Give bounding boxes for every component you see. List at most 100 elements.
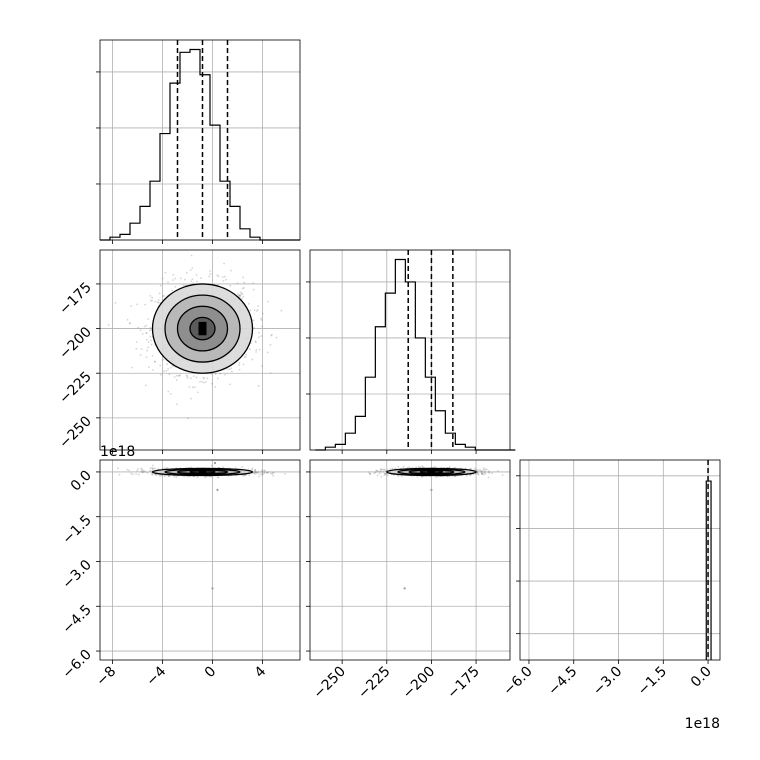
data-point xyxy=(126,468,129,471)
grid xyxy=(100,460,300,660)
data-point xyxy=(172,279,174,281)
data-point xyxy=(203,381,206,384)
data-point xyxy=(255,472,258,474)
y-tick-label: −3.0 xyxy=(59,557,94,592)
data-point xyxy=(150,343,153,346)
data-point xyxy=(253,470,256,473)
data-point xyxy=(239,294,242,297)
data-point xyxy=(144,303,147,306)
density-peak xyxy=(198,321,207,336)
data-point xyxy=(195,280,198,283)
data-point xyxy=(205,380,207,383)
data-point xyxy=(477,469,480,472)
data-point xyxy=(257,470,259,473)
data-point xyxy=(381,468,384,471)
data-point xyxy=(157,299,160,302)
data-point xyxy=(241,292,244,295)
data-point xyxy=(384,470,387,473)
data-point xyxy=(167,281,169,283)
data-point xyxy=(261,312,264,315)
data-point xyxy=(142,471,145,473)
data-point xyxy=(487,476,490,479)
data-point xyxy=(154,467,156,470)
data-point xyxy=(129,322,132,325)
data-point xyxy=(142,469,144,472)
data-point xyxy=(151,467,154,469)
data-point xyxy=(255,348,258,351)
data-point xyxy=(382,468,385,471)
x-tick-label: −200 xyxy=(400,664,439,703)
data-point xyxy=(191,386,194,389)
data-point xyxy=(265,472,268,474)
contour-line xyxy=(164,468,241,476)
data-point xyxy=(147,318,150,320)
data-point xyxy=(175,403,178,406)
data-point xyxy=(186,375,189,378)
data-point xyxy=(195,376,198,379)
data-point xyxy=(257,305,260,308)
data-point xyxy=(151,368,154,371)
data-point xyxy=(147,346,150,349)
data-point xyxy=(272,474,275,477)
histogram-bars xyxy=(100,48,300,241)
data-point xyxy=(172,273,175,276)
density-peak xyxy=(427,469,436,474)
data-point xyxy=(254,469,257,471)
data-point xyxy=(421,476,424,478)
data-point xyxy=(145,331,148,334)
data-point xyxy=(476,471,479,473)
histogram-bars xyxy=(315,258,516,451)
data-point xyxy=(149,329,151,332)
data-point xyxy=(378,470,381,473)
data-point xyxy=(483,473,486,476)
data-point xyxy=(140,467,143,470)
data-point xyxy=(254,470,257,473)
data-point xyxy=(126,318,129,321)
data-point xyxy=(192,282,195,285)
data-point xyxy=(136,470,139,472)
data-point xyxy=(481,470,483,473)
data-point xyxy=(193,386,196,389)
data-point xyxy=(391,467,394,470)
data-point xyxy=(118,473,121,476)
data-point xyxy=(209,270,211,272)
data-point xyxy=(139,354,142,356)
data-point xyxy=(389,468,392,471)
x-tick-label: −1.5 xyxy=(635,664,670,699)
data-point xyxy=(435,476,437,479)
data-point xyxy=(369,473,372,475)
data-point xyxy=(261,470,264,473)
data-point xyxy=(376,470,379,473)
data-point xyxy=(158,292,161,295)
data-point xyxy=(368,471,370,474)
xm-frame xyxy=(99,39,301,241)
histogram-bars xyxy=(705,480,712,660)
data-point xyxy=(222,279,225,282)
data-point xyxy=(151,468,154,471)
y-tick-label: −225 xyxy=(56,369,95,408)
data-point xyxy=(251,467,254,470)
data-point xyxy=(135,341,138,343)
data-point xyxy=(149,326,152,329)
data-point xyxy=(187,417,190,420)
data-point xyxy=(128,322,131,325)
data-point xyxy=(397,465,400,468)
data-point xyxy=(166,467,169,469)
data-point xyxy=(149,469,151,472)
data-point xyxy=(434,466,437,468)
data-point xyxy=(141,333,144,335)
data-point xyxy=(163,370,165,373)
data-point xyxy=(216,476,219,479)
data-point xyxy=(248,348,251,351)
data-point xyxy=(253,471,256,473)
data-point xyxy=(383,473,386,475)
data-point xyxy=(383,474,386,476)
y-tick-label: −6.0 xyxy=(59,647,94,682)
data-point xyxy=(153,360,156,363)
data-point xyxy=(155,474,158,477)
data-point xyxy=(249,309,252,312)
data-point xyxy=(241,466,244,468)
data-point xyxy=(139,329,142,332)
data-point xyxy=(241,297,243,300)
zy-frame xyxy=(309,459,511,661)
